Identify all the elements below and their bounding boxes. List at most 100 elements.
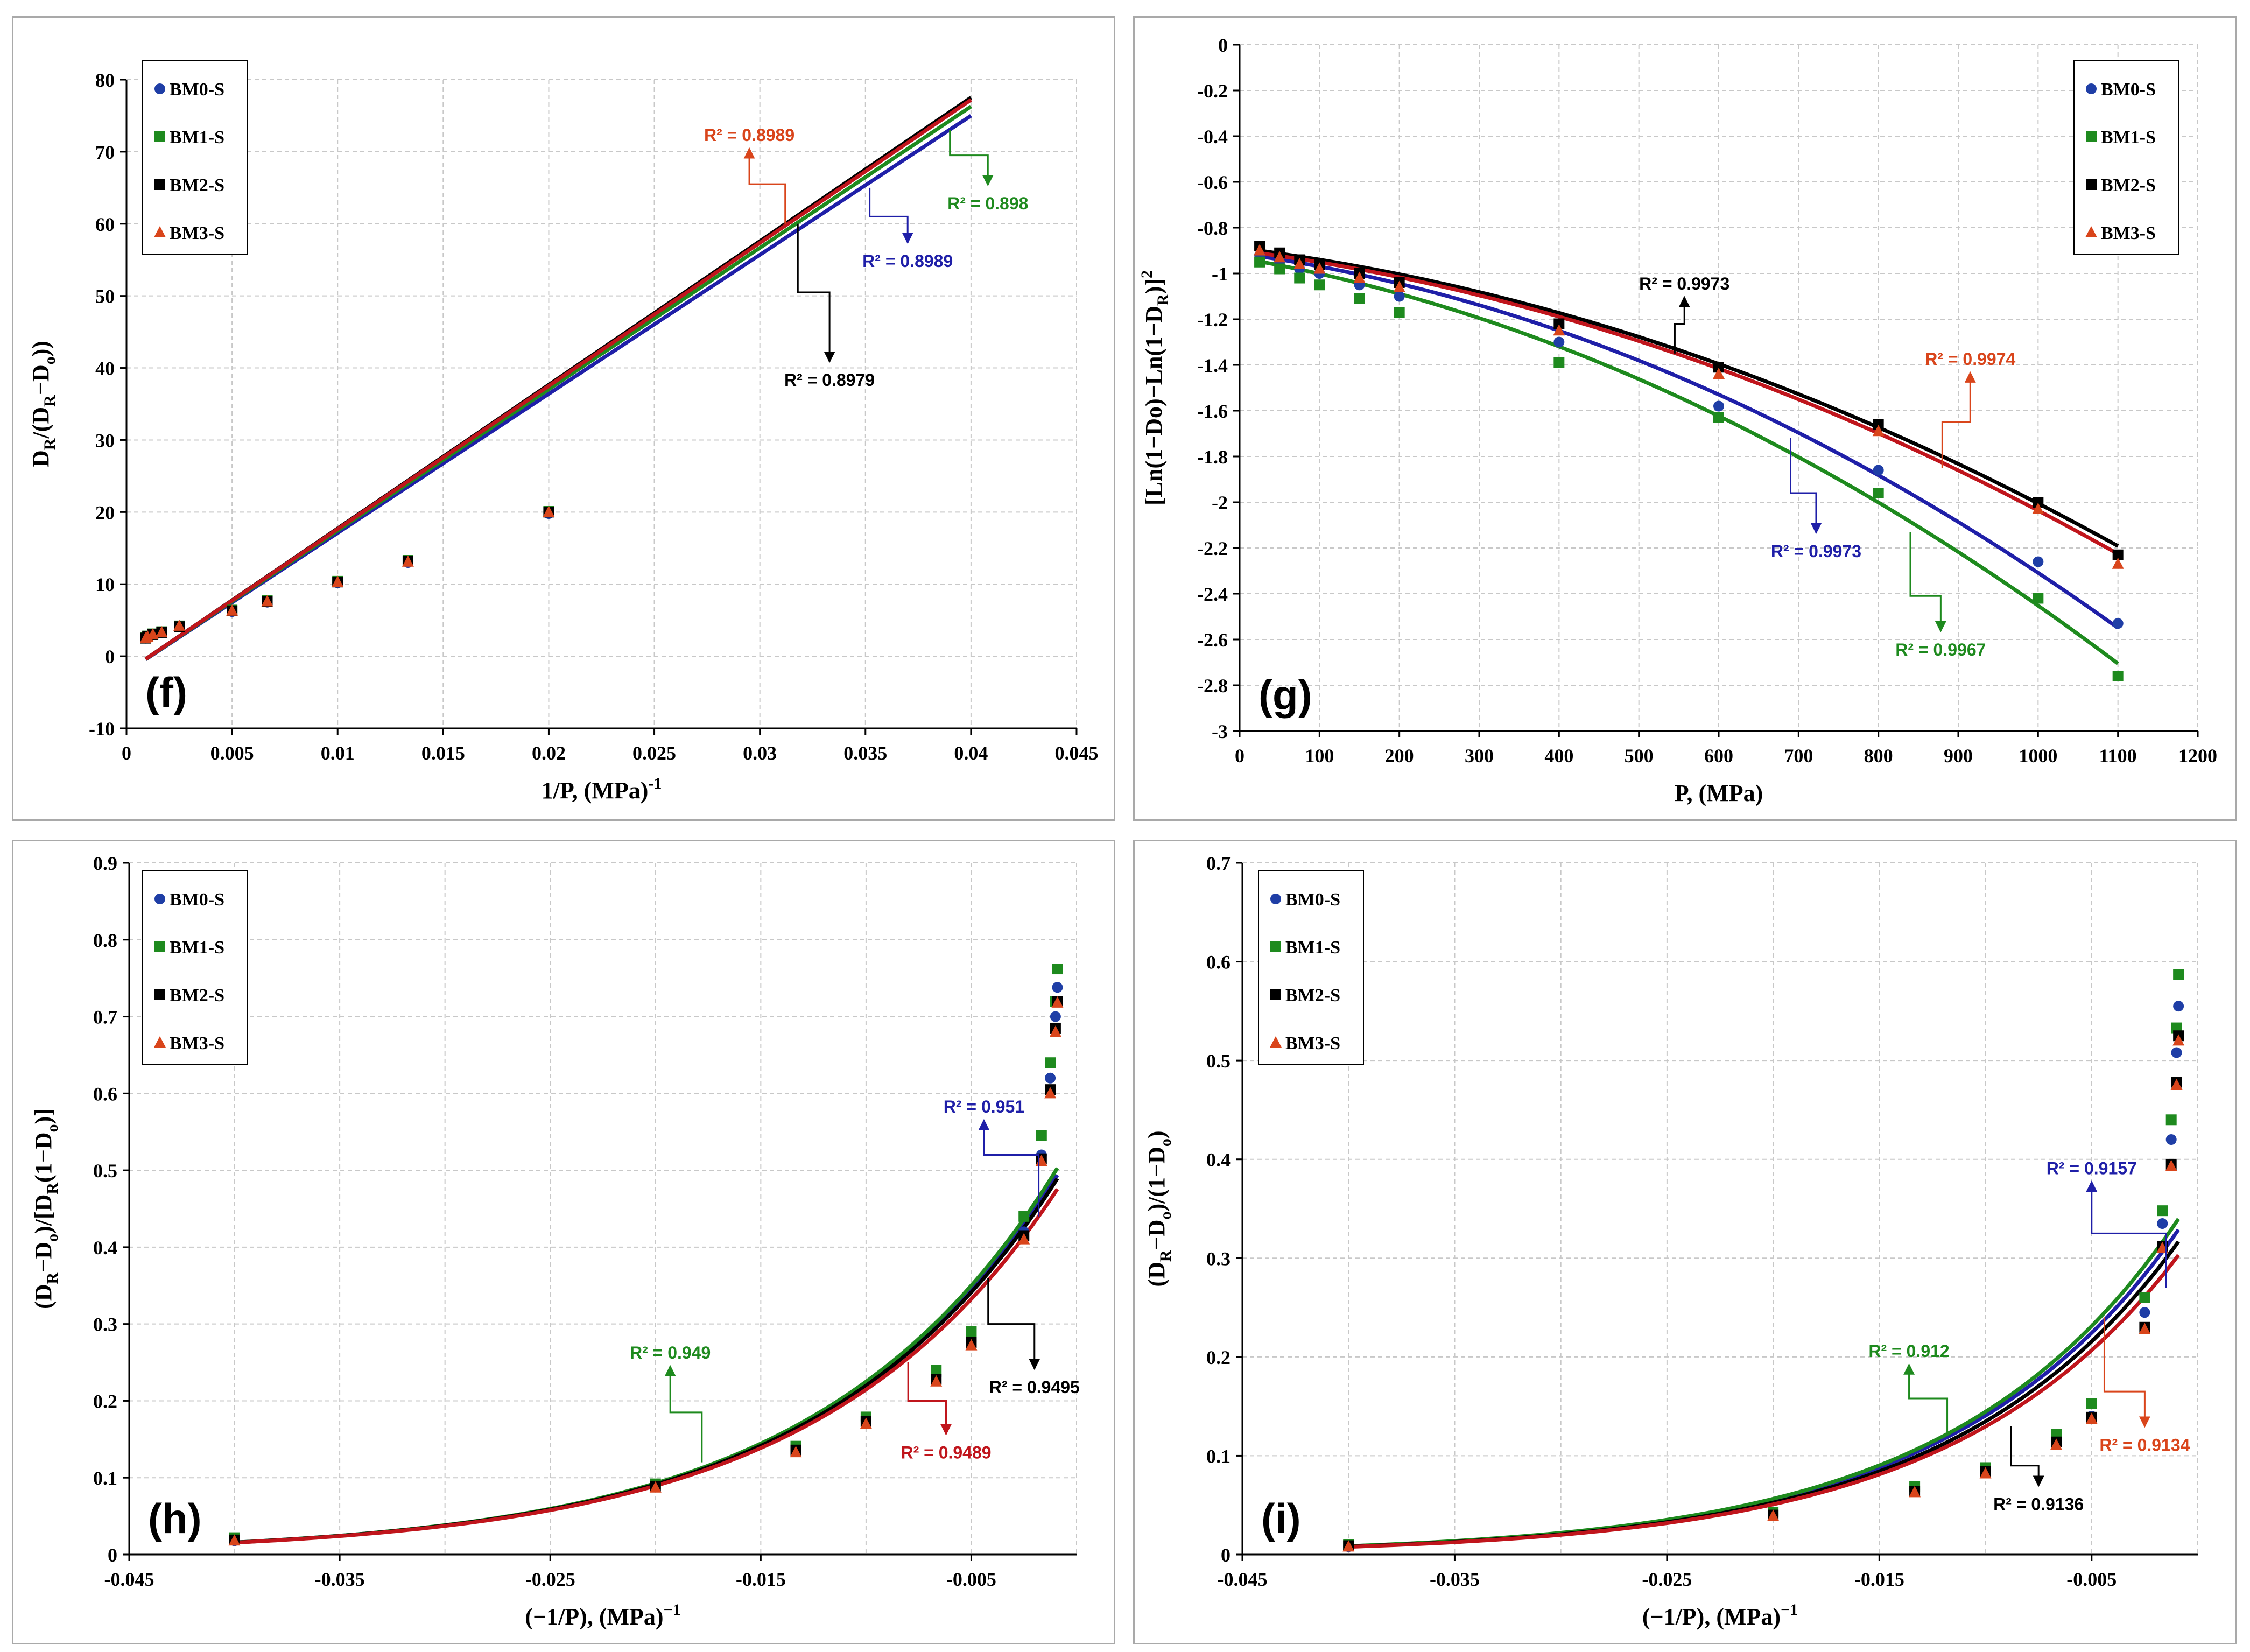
legend-marker: [154, 941, 165, 952]
data-point: [2157, 1205, 2168, 1217]
y-axis-title-part: R: [1154, 294, 1172, 306]
y-tick-label: 0.1: [1206, 1445, 1231, 1467]
y-tick-label: -1.8: [1197, 446, 1228, 468]
data-point: [2112, 557, 2124, 569]
data-point: [2139, 1323, 2151, 1334]
data-point: [1342, 1540, 1355, 1552]
data-point: [226, 604, 238, 616]
y-tick-label: -1.2: [1197, 309, 1228, 331]
data-point: [1873, 465, 1884, 476]
data-point: [1018, 1233, 1030, 1245]
x-tick-label: 0.025: [632, 742, 676, 764]
y-axis-title: (DR−Do)/[DR(1−Do)]: [30, 1108, 61, 1309]
fit-line-bm2-s: [1259, 249, 2119, 548]
legend-marker: [2086, 83, 2097, 94]
chart-panel-f: 0 0.005 0.01 0.015 0.02 0.025 0.03 0.035 0.04 0.0…: [12, 16, 1115, 821]
y-tick-label: 0: [1221, 1544, 1231, 1566]
y-axis-title-part: o: [41, 356, 59, 364]
panel-label: (f): [145, 669, 187, 716]
y-tick-label: 20: [95, 502, 115, 523]
data-point: [1394, 291, 1405, 302]
r-squared-label: R² = 0.8989: [704, 125, 794, 145]
x-tick-label: 0.02: [532, 742, 566, 764]
x-tick-label: 1100: [2099, 745, 2137, 767]
y-axis-title-part: ): [1143, 1130, 1170, 1138]
data-point: [2139, 1307, 2150, 1318]
y-tick-label: 0.6: [93, 1083, 117, 1105]
legend-label: BM0-S: [1285, 890, 1340, 910]
data-point: [1052, 982, 1063, 993]
y-tick-label: 0.2: [1206, 1347, 1231, 1368]
y-tick-label: -1: [1212, 263, 1228, 285]
y-tick-label: -0.4: [1197, 126, 1228, 147]
y-tick-label: 0.5: [1206, 1050, 1231, 1072]
r-squared-label: R² = 0.898: [947, 194, 1028, 213]
data-point: [147, 628, 159, 639]
y-tick-label: 60: [95, 214, 115, 235]
x-tick-label: 300: [1465, 745, 1494, 767]
x-tick-label: 100: [1305, 745, 1334, 767]
y-axis-title-part: R: [41, 438, 59, 450]
r-squared-label: R² = 0.9974: [1925, 349, 2015, 369]
data-point: [2085, 1412, 2098, 1424]
x-tick-label: -0.025: [1642, 1569, 1692, 1590]
legend-marker: [154, 894, 165, 904]
data-point: [930, 1375, 943, 1387]
x-tick-label: -0.045: [1218, 1569, 1268, 1590]
y-tick-label: 0: [105, 646, 115, 667]
data-point: [1313, 262, 1326, 274]
panel-label: (g): [1258, 671, 1312, 719]
y-tick-label: -2.2: [1197, 538, 1228, 559]
y-tick-label: 50: [95, 286, 115, 307]
annotation-leader: [949, 130, 994, 187]
series-bm3-s: [139, 505, 555, 643]
data-point: [2157, 1218, 2168, 1229]
legend-label: BM2-S: [2101, 175, 2156, 195]
annotation-leader: [907, 1362, 952, 1436]
y-axis-title-part: )]: [30, 1108, 57, 1124]
y-axis-title-part: o: [44, 1124, 61, 1132]
legend-marker: [2086, 131, 2097, 142]
fit-curves: [1259, 249, 2119, 665]
data-point: [1044, 1087, 1057, 1099]
legend-label: BM3-S: [2101, 223, 2156, 243]
legend-label: BM1-S: [170, 938, 224, 958]
y-tick-label: 30: [95, 430, 115, 451]
data-point: [860, 1417, 872, 1429]
y-axis-title-part: (1−D: [30, 1132, 57, 1183]
y-tick-label: -1.6: [1197, 400, 1228, 422]
data-point: [1553, 357, 1565, 368]
y-axis-title: DR/(DR−Do)): [27, 341, 59, 467]
gridlines: [1242, 862, 2198, 1555]
annotation-leader: [1941, 371, 1976, 468]
series-bm0-s: [1343, 1001, 2184, 1552]
x-axis-title-main: (−1/P), (MPa): [1642, 1604, 1781, 1630]
legend-marker: [1270, 989, 1281, 1000]
x-tick-label: -0.015: [1854, 1569, 1904, 1590]
y-axis-title-part: R: [1157, 1250, 1175, 1262]
panel-label: (h): [148, 1495, 202, 1542]
gridlines: [129, 862, 1077, 1555]
data-point: [2173, 1001, 2184, 1012]
annotation-leader: [2103, 1317, 2150, 1428]
data-point: [1354, 293, 1365, 304]
y-tick-label: 0.8: [93, 930, 117, 951]
data-point: [2173, 969, 2184, 980]
series-bm3-s: [228, 996, 1064, 1546]
legend-label: BM0-S: [170, 80, 224, 100]
chart-panel-h: -0.045 -0.035 -0.025 -0.015 -0.005 0 0.1 0.2 0.3…: [12, 840, 1115, 1644]
data-point: [2086, 1398, 2097, 1409]
annotation-leader: [1909, 532, 1946, 632]
y-axis-title-part: (D: [1143, 1262, 1170, 1287]
x-tick-label: 600: [1704, 745, 1733, 767]
x-tick-label: -0.035: [1430, 1569, 1480, 1590]
x-tick-label: -0.015: [736, 1569, 786, 1590]
chart-svg-i: -0.045 -0.035 -0.025 -0.015 -0.005 0 0.1 0.2 0.3…: [1143, 853, 2198, 1630]
y-axis-title-part: )/[D: [30, 1194, 57, 1234]
annotations: R² = 0.9973 R² = 0.9974 R² = 0.9973 R² = 0.…: [1639, 274, 2015, 659]
y-axis-title-part: /(D: [27, 407, 54, 439]
y-tick-label: -2.6: [1197, 629, 1228, 651]
y-tick-label: -2.8: [1197, 675, 1228, 697]
y-tick-label: 0.7: [93, 1007, 117, 1028]
legend-marker: [1270, 941, 1281, 952]
